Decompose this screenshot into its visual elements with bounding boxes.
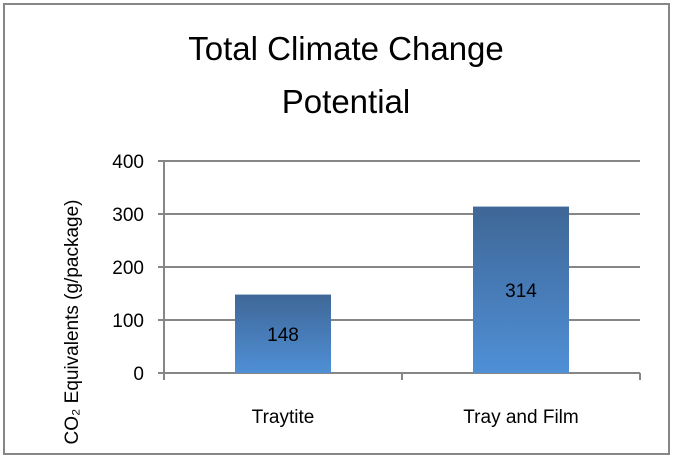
category-labels: Traytite Tray and Film <box>252 407 579 428</box>
y-tick-label: 0 <box>133 364 144 385</box>
y-tick-labels: 0 100 200 300 400 <box>112 152 144 385</box>
data-label: 148 <box>267 325 299 346</box>
bars <box>235 206 569 373</box>
x-axis-ticks <box>163 373 641 380</box>
bar-traytite <box>235 294 331 373</box>
y-axis-label: CO₂ Equivalents (g/package) <box>62 200 83 445</box>
bar-tray-and-film <box>473 206 569 373</box>
category-label: Tray and Film <box>463 407 578 428</box>
data-labels: 148 314 <box>267 281 537 346</box>
data-label: 314 <box>505 281 537 302</box>
chart-title-line-1: Total Climate Change <box>188 30 504 67</box>
y-tick-label: 400 <box>112 152 144 173</box>
chart-title-line-2: Potential <box>282 83 410 120</box>
category-label: Traytite <box>252 407 315 428</box>
y-tick-label: 300 <box>112 205 144 226</box>
y-tick-label: 100 <box>112 311 144 332</box>
y-tick-label: 200 <box>112 258 144 279</box>
